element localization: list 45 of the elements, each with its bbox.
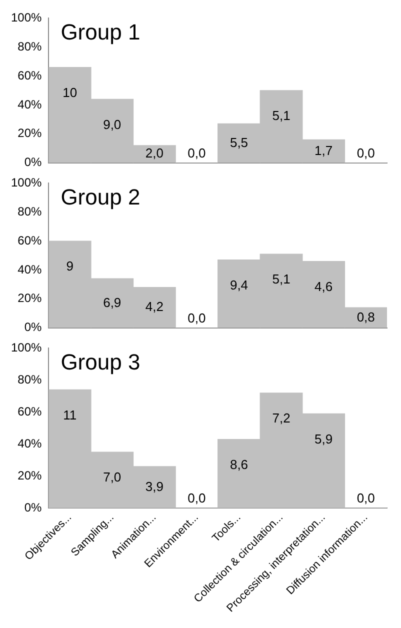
y-tick-label: 60% bbox=[18, 404, 42, 418]
annotation: 8,6 bbox=[230, 456, 248, 472]
annotation: 3,9 bbox=[145, 478, 164, 494]
y-tick-label: 0% bbox=[24, 320, 42, 334]
annotation: 7,0 bbox=[103, 470, 122, 485]
annotation: 11 bbox=[63, 407, 77, 422]
y-tick-label: 20% bbox=[18, 291, 42, 306]
y-tick-label: 100% bbox=[10, 340, 42, 355]
annotation: 4,6 bbox=[314, 278, 333, 294]
annotation: 5,1 bbox=[272, 108, 290, 124]
annotation: 9 bbox=[66, 258, 74, 274]
y-tick-label: 0% bbox=[24, 155, 42, 170]
y-tick-label: 80% bbox=[18, 39, 42, 54]
annotation: 7,2 bbox=[272, 410, 290, 426]
annotation: 2,0 bbox=[145, 146, 164, 161]
chart-title: Group 1 bbox=[60, 19, 140, 44]
y-tick-label: 60% bbox=[18, 68, 42, 82]
annotation: 0,0 bbox=[188, 310, 206, 326]
chart-title: Group 3 bbox=[60, 349, 140, 374]
y-tick-label: 40% bbox=[18, 436, 42, 450]
annotation: 5,5 bbox=[230, 134, 248, 150]
y-tick-label: 40% bbox=[18, 262, 42, 276]
y-tick-label: 100% bbox=[10, 10, 42, 25]
annotation: 0,0 bbox=[356, 490, 375, 506]
y-tick-label: 60% bbox=[18, 233, 42, 248]
annotation: 0,0 bbox=[356, 145, 375, 160]
y-tick-label: 0% bbox=[24, 500, 42, 514]
annotation: 0,0 bbox=[188, 490, 206, 506]
y-tick-label: 80% bbox=[18, 204, 42, 218]
chart-title: Group 2 bbox=[60, 184, 140, 210]
annotation: 5,9 bbox=[314, 431, 333, 446]
annotation: 5,1 bbox=[272, 272, 290, 287]
annotation: 0,8 bbox=[356, 309, 375, 324]
annotation: 0,0 bbox=[188, 145, 206, 160]
annotation: 10 bbox=[62, 84, 78, 100]
annotation: 6,9 bbox=[103, 294, 122, 310]
y-tick-label: 20% bbox=[18, 126, 42, 140]
y-tick-label: 40% bbox=[18, 97, 42, 112]
annotation: 9,4 bbox=[230, 277, 248, 292]
annotation: 9,0 bbox=[103, 116, 122, 132]
y-tick-label: 20% bbox=[18, 468, 42, 482]
annotation: 1,7 bbox=[314, 142, 333, 158]
y-tick-label: 100% bbox=[10, 176, 42, 190]
y-tick-label: 80% bbox=[18, 372, 42, 386]
annotation: 4,2 bbox=[145, 299, 164, 314]
